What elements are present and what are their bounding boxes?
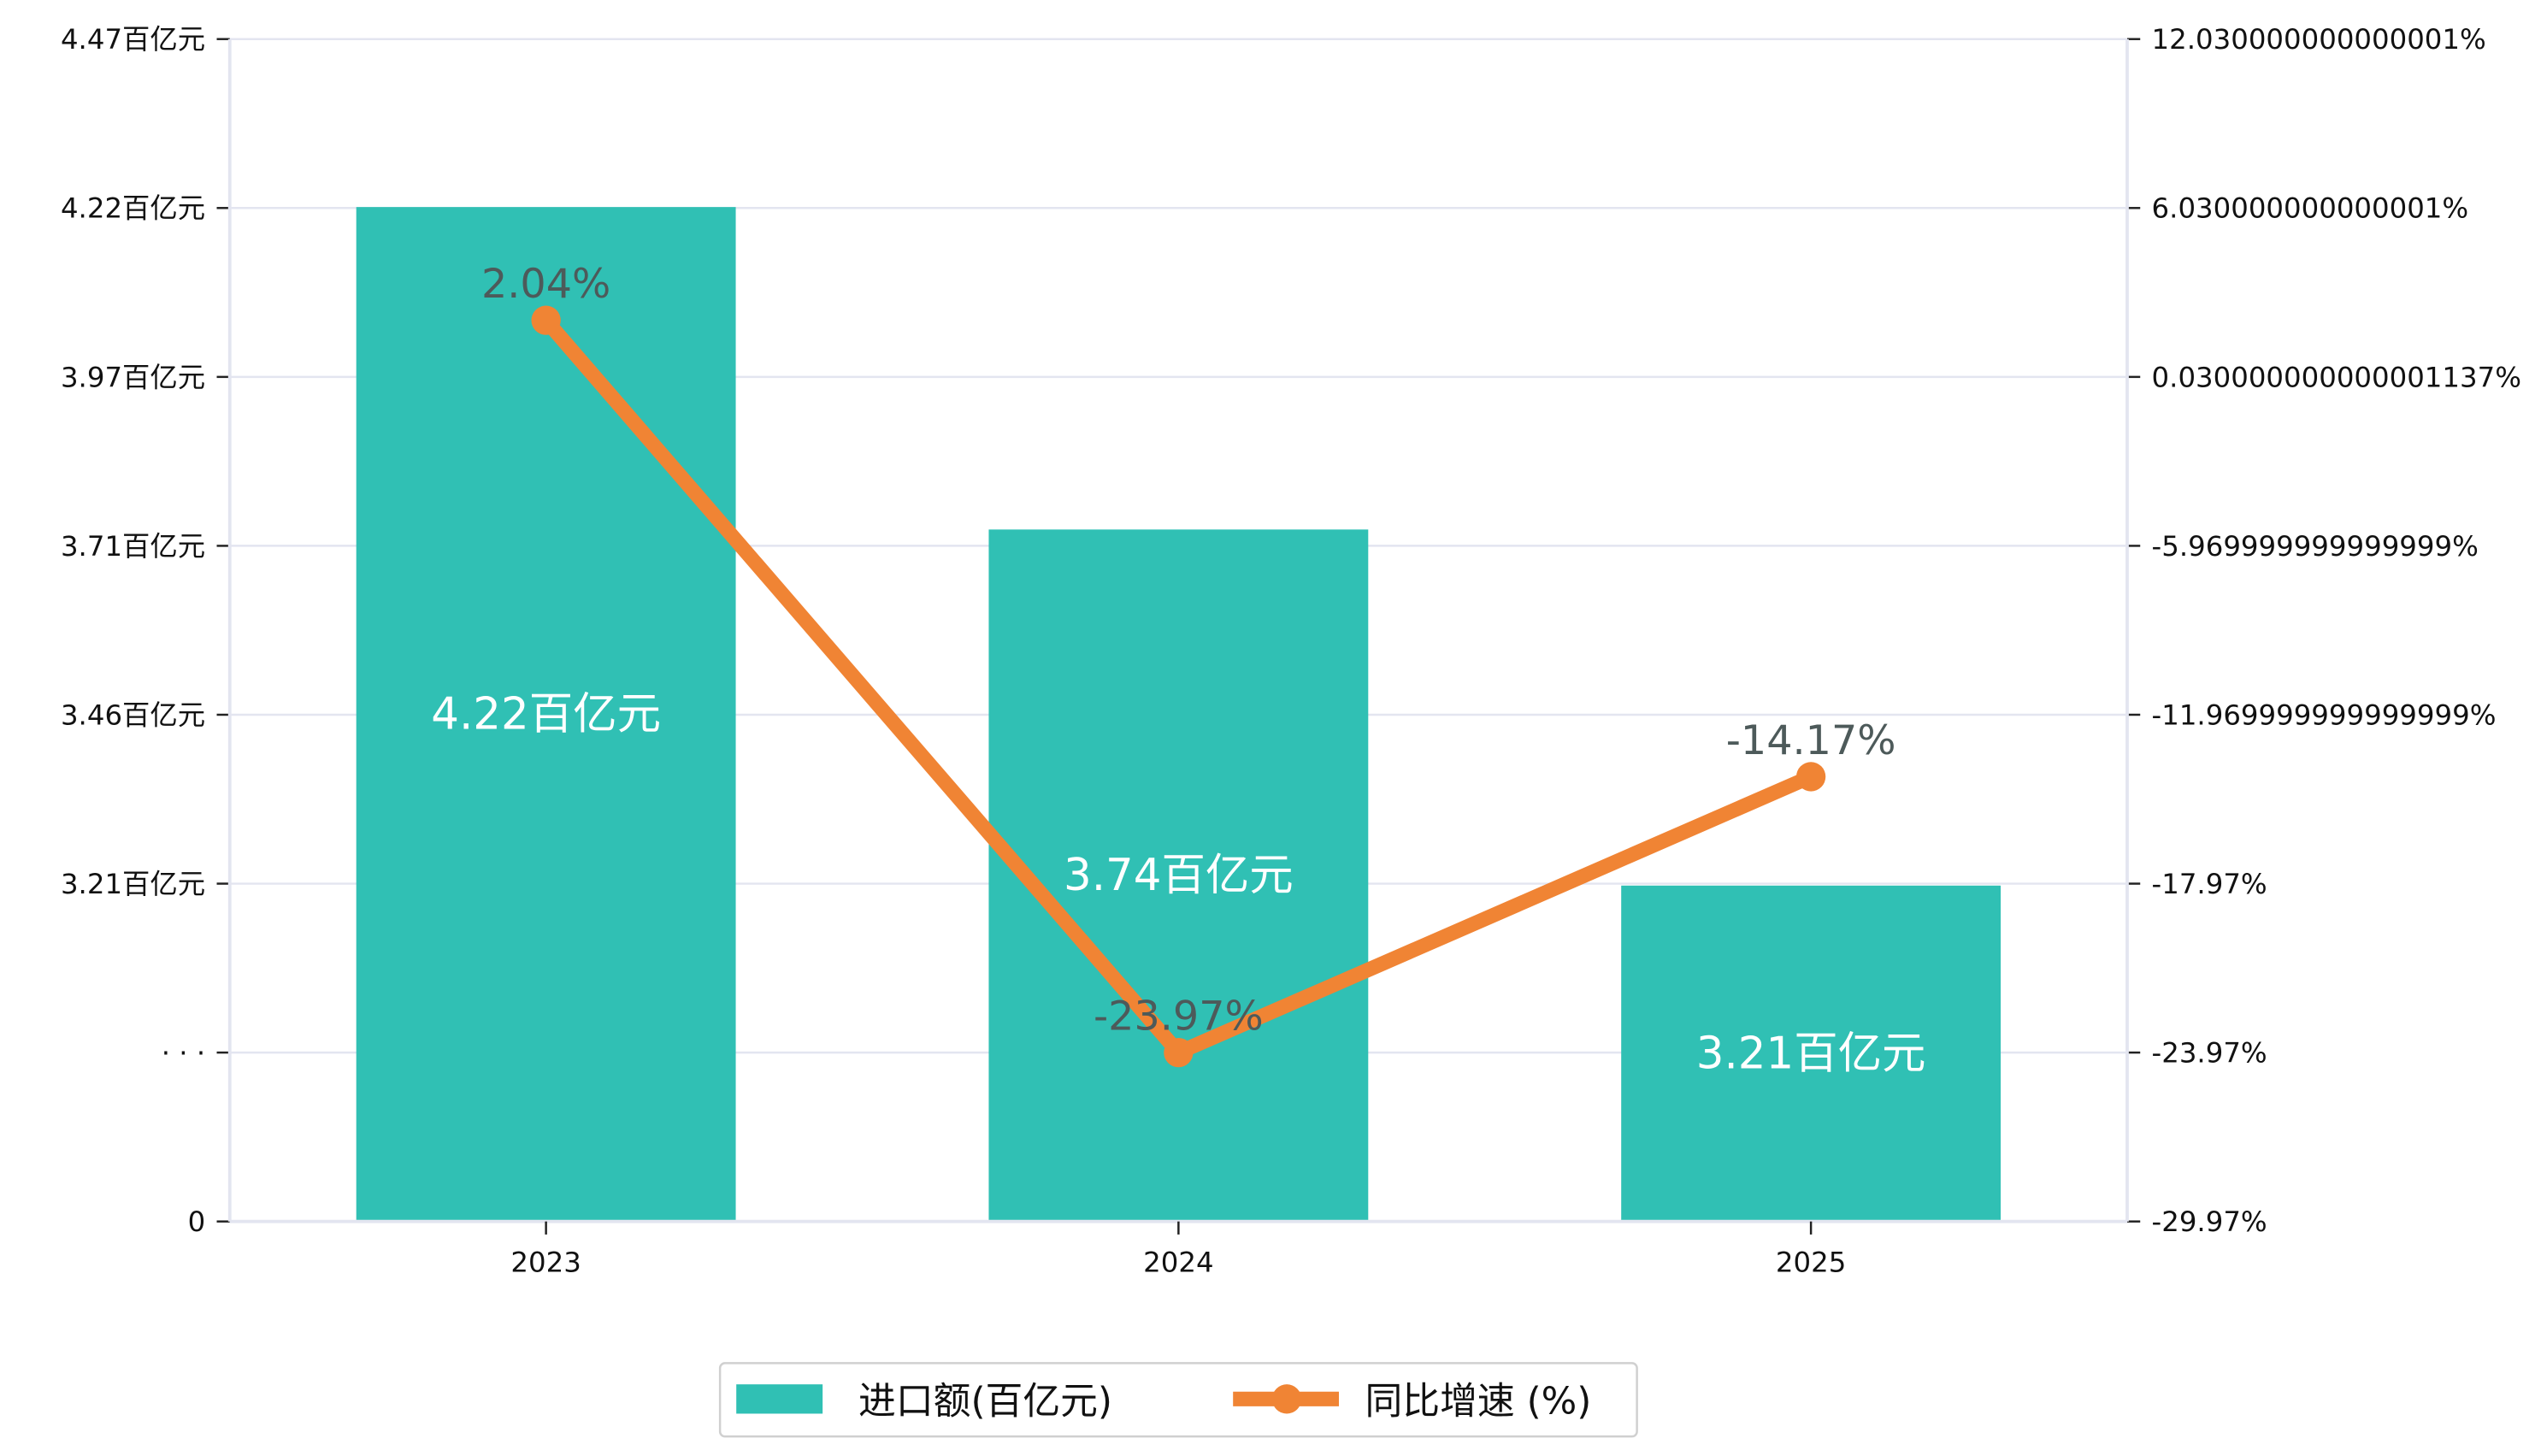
bar-value-label: 4.22百亿元 (431, 689, 661, 740)
right-tick-label: -5.969999999999999% (2152, 530, 2479, 563)
growth-value-label: -23.97% (1094, 993, 1264, 1040)
legend-label-import: 进口额(百亿元) (858, 1379, 1112, 1423)
legend-marker (1271, 1384, 1302, 1414)
growth-value-label: -14.17% (1726, 717, 1896, 764)
bar-2025 (1621, 885, 2002, 1222)
left-tick-label: 3.21百亿元 (61, 868, 205, 900)
right-tick-label: -11.969999999999999% (2152, 699, 2497, 731)
x-tick-label: 2023 (510, 1247, 581, 1279)
left-tick-label: 0 (188, 1205, 206, 1238)
growth-point-2025 (1795, 762, 1826, 792)
data-labels: 4.22百亿元 2.04% 3.74百亿元 -23.97% 3.21百亿元 -14.17% (431, 261, 1925, 1079)
bars (356, 207, 2002, 1222)
bar-2023 (356, 207, 736, 1222)
right-tick-label: -17.97% (2152, 868, 2267, 900)
growth-point-2024 (1164, 1037, 1194, 1068)
left-tick-label: 3.46百亿元 (61, 699, 205, 731)
x-tick-label: 2025 (1776, 1247, 1846, 1279)
left-tick-label: 4.22百亿元 (61, 192, 205, 225)
right-tick-label: -23.97% (2152, 1037, 2267, 1070)
legend: 进口额(百亿元) 同比增速 (%) (718, 1362, 1638, 1438)
left-tick-label: 4.47百亿元 (61, 23, 205, 56)
right-tick-label: -29.97% (2152, 1205, 2267, 1238)
bar-value-label: 3.21百亿元 (1696, 1028, 1926, 1079)
legend-box (718, 1362, 1638, 1438)
right-tick-label: 0.030000000000001137% (2152, 361, 2521, 393)
right-tick-label: 6.030000000000001% (2152, 192, 2469, 225)
growth-value-label: 2.04% (481, 261, 610, 308)
right-tick-label: 12.030000000000001% (2152, 23, 2486, 56)
legend-bar-swatch (736, 1384, 823, 1414)
left-tick-label: 3.71百亿元 (61, 530, 205, 563)
axes: 0 -29.97% · · · -23.97% 3.21百亿元 -17.97% 3.46百亿… (61, 23, 2521, 1279)
legend-label-growth: 同比增速 (%) (1365, 1379, 1591, 1423)
bar-2024 (988, 529, 1369, 1222)
bar-value-label: 3.74百亿元 (1064, 850, 1294, 901)
growth-point-2023 (531, 305, 561, 335)
growth-line (531, 305, 1826, 1068)
left-tick-label: 3.97百亿元 (61, 361, 205, 393)
x-tick-label: 2024 (1143, 1247, 1213, 1279)
left-tick-label: · · · (162, 1037, 205, 1070)
